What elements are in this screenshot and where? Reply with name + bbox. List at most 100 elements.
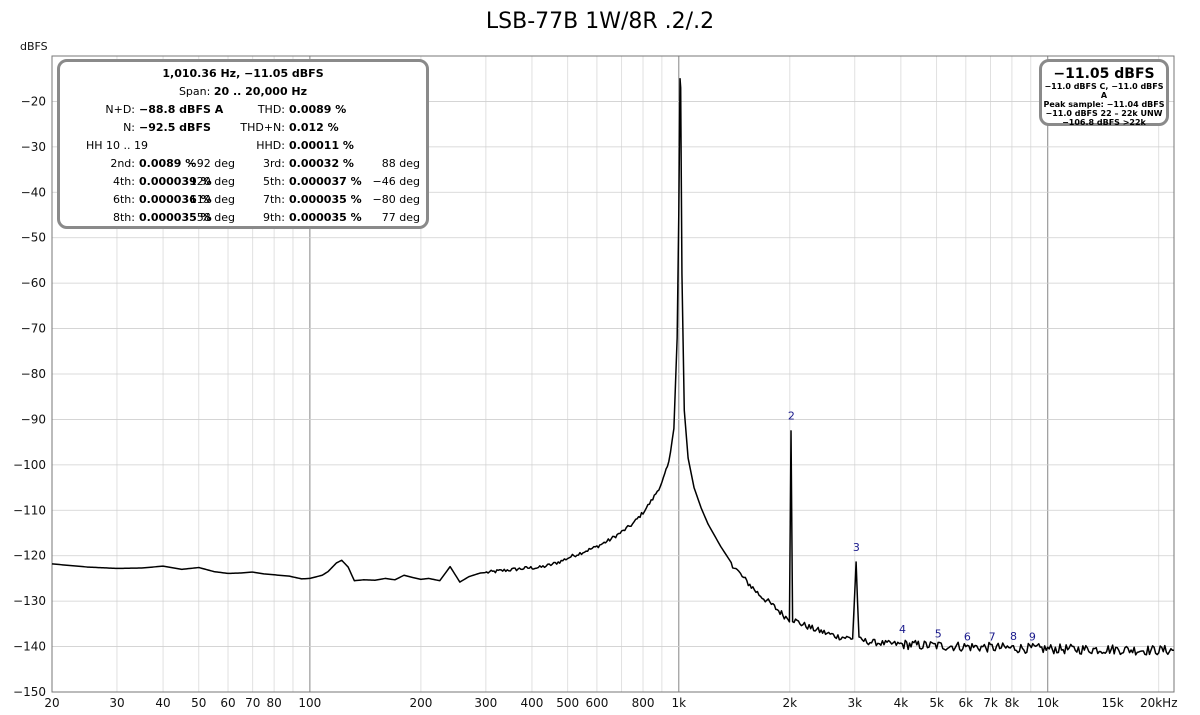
level-readout-value: −11.05 dBFS [1053, 66, 1155, 82]
harmonic-marker-label: 9 [1029, 631, 1036, 644]
x-tick-label: 30 [109, 696, 124, 710]
x-tick-label: 200 [409, 696, 432, 710]
stats-right-value: 0.00032 % [289, 157, 354, 170]
harmonic-marker-label: 5 [935, 627, 942, 640]
x-tick-label: 15k [1102, 696, 1124, 710]
y-tick-label: −60 [21, 276, 46, 290]
harmonic-markers: 2 3 4 5 6 7 8 9 [788, 409, 1036, 643]
stats-left-label: N: [123, 121, 135, 134]
harmonic-marker-label: 8 [1010, 630, 1017, 643]
level-detail-line: Peak sample: −11.04 dBFS [1043, 100, 1165, 109]
y-axis-unit-label: dBFS [20, 40, 48, 53]
stats-left-label: 2nd: [110, 157, 135, 170]
level-detail-line: −106.8 dBFS >22k [1062, 118, 1146, 127]
spectrum-trace [51, 77, 1175, 656]
y-axis: −20 −30 −40 −50 −60 −70 −80 −90 −100 −110 −120 −130… [13, 94, 46, 699]
y-tick-label: −110 [13, 503, 46, 517]
x-tick-label: 6k [959, 696, 974, 710]
x-tick-label: 80 [266, 696, 281, 710]
stats-span-label: Span: [178, 85, 214, 98]
stats-right-phase: 88 deg [381, 157, 420, 170]
stats-right-value: 0.000037 % [289, 175, 362, 188]
x-tick-label: 2k [783, 696, 798, 710]
harmonic-marker-label: 4 [899, 623, 906, 636]
stats-right-label: 7th: [263, 193, 285, 206]
y-tick-label: −100 [13, 458, 46, 472]
stats-right-value: 0.00011 % [289, 139, 354, 152]
y-tick-label: −80 [21, 367, 46, 381]
stats-right-label: THD+N: [240, 121, 285, 134]
x-tick-label: 100 [298, 696, 321, 710]
stats-right-value: 0.012 % [289, 121, 339, 134]
stats-right-phase: 77 deg [381, 211, 420, 224]
chart-title: LSB-77B 1W/8R .2/.2 [486, 9, 714, 34]
stats-left-value: −92.5 dBFS [139, 121, 211, 134]
stats-left-label: 6th: [113, 193, 135, 206]
stats-left-value: 0.000036 % [139, 193, 212, 206]
y-tick-label: −140 [13, 640, 46, 654]
series-layer [51, 77, 1175, 656]
y-tick-label: −40 [21, 185, 46, 199]
stats-left-value: 0.0089 % [139, 157, 197, 170]
x-tick-label: 50 [191, 696, 206, 710]
x-axis: 20 30 40 50 60 70 80 100 200 300 400 500 600 800 1k 2k 3… [44, 696, 1177, 710]
x-tick-label: 8k [1005, 696, 1020, 710]
stats-frequency-level: 1,010.36 Hz, −11.05 dBFS [162, 67, 324, 80]
level-detail-line: −11.0 dBFS C, −11.0 dBFS A [1044, 82, 1164, 100]
y-tick-label: −90 [21, 412, 46, 426]
stats-left-phase: 58 deg [196, 211, 235, 224]
y-tick-label: −150 [13, 685, 46, 699]
x-tick-label: 600 [585, 696, 608, 710]
stats-right-label: HHD: [256, 139, 285, 152]
stats-right-label: THD: [257, 103, 285, 116]
y-tick-label: −20 [21, 94, 46, 108]
stats-left-phase: 119 deg [189, 193, 235, 206]
x-tick-label: 20kHz [1140, 696, 1178, 710]
level-readout-details: −11.0 dBFS C, −11.0 dBFS A Peak sample: −… [1042, 82, 1166, 127]
stats-right-phase: −80 deg [372, 193, 420, 206]
stats-left-label: N+D: [105, 103, 135, 116]
x-tick-label: 500 [556, 696, 579, 710]
stats-right-value: 0.000035 % [289, 193, 362, 206]
level-readout-panel: −11.05 dBFS −11.0 dBFS C, −11.0 dBFS A Pe… [1039, 59, 1169, 127]
x-tick-label: 60 [220, 696, 235, 710]
x-tick-label: 5k [929, 696, 944, 710]
x-tick-label: 20 [44, 696, 59, 710]
stats-left-value: 0.000035 % [139, 211, 212, 224]
y-tick-label: −120 [13, 549, 46, 563]
stats-left-phase: −92 deg [187, 157, 235, 170]
stats-right-value: 0.000035 % [289, 211, 362, 224]
stats-right-phase: −46 deg [372, 175, 420, 188]
harmonic-marker-label: 3 [853, 541, 860, 554]
stats-span-value: 20 .. 20,000 Hz [213, 85, 308, 98]
y-tick-label: −50 [21, 231, 46, 245]
x-tick-label: 4k [894, 696, 909, 710]
x-tick-label: 1k [671, 696, 686, 710]
level-detail-line: −11.0 dBFS 22 – 22k UNW [1045, 109, 1163, 118]
stats-left-value: −88.8 dBFS A [139, 103, 224, 116]
distortion-stats-panel: 1,010.36 Hz, −11.05 dBFS Span: 20 .. 20,… [57, 59, 429, 229]
x-tick-label: 400 [521, 696, 544, 710]
x-tick-label: 7k [983, 696, 998, 710]
x-tick-label: 70 [245, 696, 260, 710]
harmonic-marker-label: 7 [989, 631, 996, 644]
x-tick-label: 40 [155, 696, 170, 710]
harmonic-marker-label: 6 [964, 631, 971, 644]
stats-right-value: 0.0089 % [289, 103, 347, 116]
y-tick-label: −70 [21, 322, 46, 336]
stats-right-label: 3rd: [262, 157, 285, 170]
harmonic-marker-label: 2 [788, 409, 795, 422]
x-tick-label: 300 [474, 696, 497, 710]
y-tick-label: −30 [21, 140, 46, 154]
x-tick-label: 10k [1037, 696, 1059, 710]
stats-left-label: 4th: [113, 175, 135, 188]
stats-span: Span: 20 .. 20,000 Hz [60, 85, 426, 98]
plot-frame [51, 55, 1175, 693]
stats-right-label: 5th: [263, 175, 285, 188]
y-tick-label: −130 [13, 594, 46, 608]
x-tick-label: 3k [847, 696, 862, 710]
stats-right-label: 9th: [263, 211, 285, 224]
stats-left-phase: 120 deg [189, 175, 235, 188]
stats-left-value: 0.000039 % [139, 175, 212, 188]
stats-left-label: 8th: [113, 211, 135, 224]
